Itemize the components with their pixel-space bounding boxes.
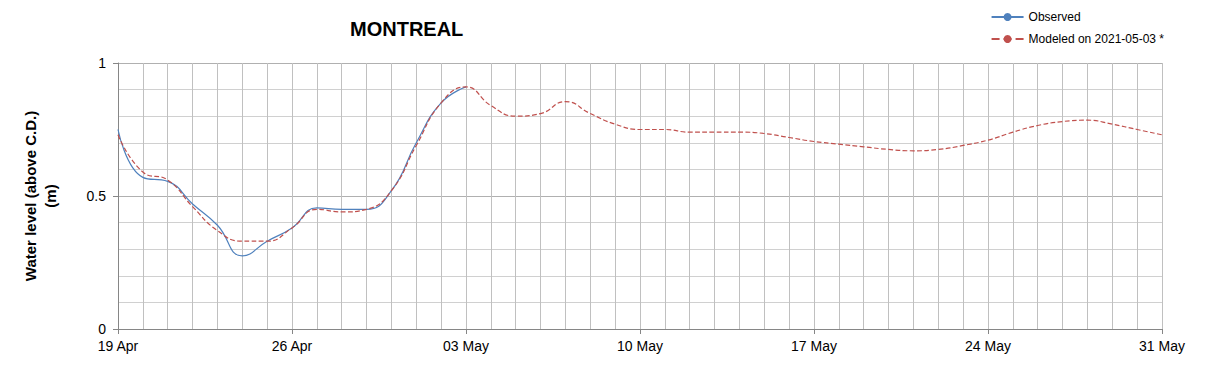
svg-text:0: 0 [98,321,106,337]
svg-text:(m): (m) [42,184,59,207]
svg-text:31 May: 31 May [1139,338,1185,354]
svg-text:Observed: Observed [1029,10,1081,24]
svg-text:Water level (above C.D.): Water level (above C.D.) [22,111,39,281]
svg-text:1: 1 [98,55,106,71]
svg-text:19 Apr: 19 Apr [98,338,139,354]
svg-text:MONTREAL: MONTREAL [350,18,463,40]
svg-text:10 May: 10 May [617,338,663,354]
svg-text:0.5: 0.5 [87,188,107,204]
svg-text:26 Apr: 26 Apr [272,338,313,354]
svg-text:03 May: 03 May [443,338,489,354]
svg-text:Modeled on 2021-05-03 *: Modeled on 2021-05-03 * [1029,32,1165,46]
svg-text:17 May: 17 May [791,338,837,354]
svg-text:24 May: 24 May [965,338,1011,354]
